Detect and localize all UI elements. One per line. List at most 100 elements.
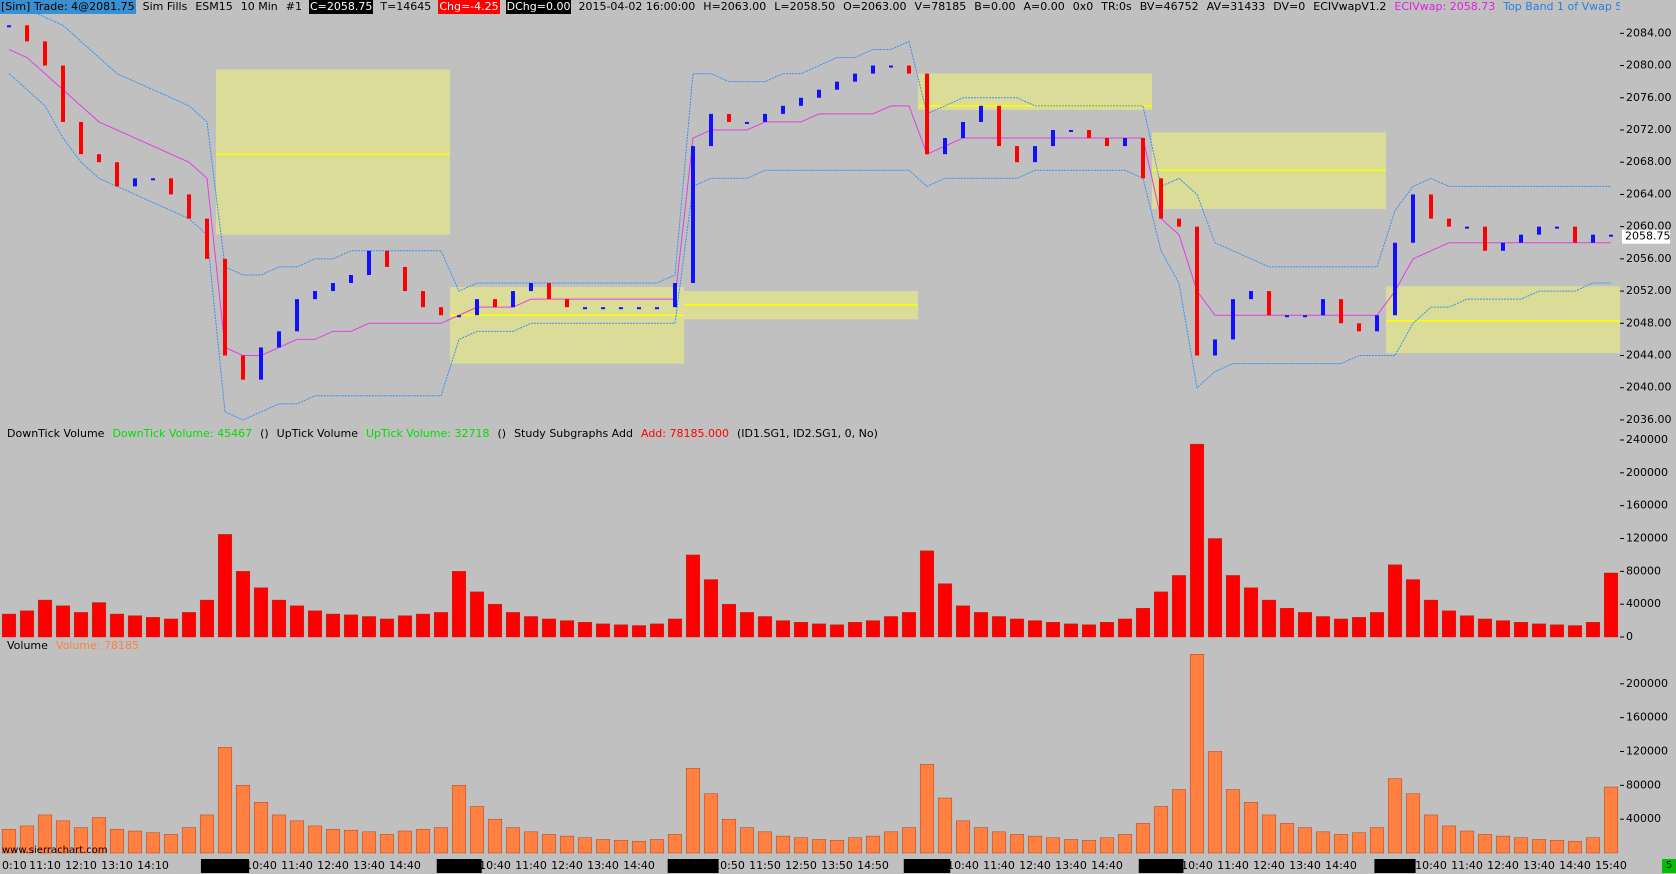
header-item: 10 Min — [240, 0, 278, 13]
price-bar — [763, 113, 767, 122]
volume-bar — [1549, 624, 1565, 638]
volume-bar — [631, 625, 647, 638]
volume-bar — [1369, 827, 1385, 854]
y-tick-label: 2044.00 — [1626, 349, 1672, 362]
price-bar — [1123, 138, 1127, 147]
x-tick-label: 12:10 — [65, 859, 97, 872]
price-bar — [241, 355, 245, 380]
y-tick-label: 120000 — [1626, 532, 1668, 545]
header-item: [Sim] Trade: 4@2081.75 — [0, 0, 136, 14]
header-item: C=2058.75 — [308, 0, 374, 14]
price-bar — [565, 299, 569, 308]
volume-bar — [811, 839, 827, 854]
price-bar — [1105, 138, 1109, 147]
day-label-box — [903, 859, 951, 873]
x-tick-label: 12:40 — [1253, 859, 1285, 872]
price-bar — [799, 97, 803, 106]
price-bar — [385, 250, 389, 267]
price-bar — [1339, 299, 1343, 324]
x-tick-label: 10:40 — [1181, 859, 1213, 872]
price-bar — [403, 266, 407, 292]
volume-bar — [577, 622, 593, 638]
y-tick-label: 40000 — [1626, 597, 1661, 610]
x-tick-label: 10:40 — [1415, 859, 1447, 872]
header-item: DV=0 — [1273, 0, 1306, 13]
volume-bar — [523, 616, 539, 638]
price-bar — [1483, 226, 1487, 251]
price-bar — [295, 299, 299, 332]
volume-bar — [1351, 832, 1367, 854]
volume-bar — [955, 820, 971, 854]
volume-bar — [703, 579, 719, 638]
price-bar — [223, 258, 227, 356]
price-bar — [1213, 339, 1217, 356]
header-item: BV=46752 — [1139, 0, 1199, 13]
y-tick-label: 2084.00 — [1626, 26, 1672, 39]
volume-bar — [793, 622, 809, 638]
price-bar — [637, 307, 641, 310]
price-bar — [1141, 138, 1145, 179]
volume-bar — [1027, 620, 1043, 638]
price-bar — [673, 283, 677, 308]
price-bar — [1357, 323, 1361, 332]
volume-bar — [667, 834, 683, 854]
header-item: ECIVwap: 2058.73 — [1394, 0, 1496, 13]
price-bar — [1087, 129, 1091, 139]
price-bar — [583, 307, 587, 310]
volume-bar — [1027, 835, 1043, 854]
header-item: DChg=0.00 — [505, 0, 572, 14]
volume-bar — [757, 831, 773, 854]
volume-bar — [37, 814, 53, 854]
volume-bar — [1333, 618, 1349, 638]
price-bar — [367, 250, 371, 275]
volume-bar — [541, 618, 557, 638]
header-item: A=0.00 — [1023, 0, 1065, 13]
x-tick-label: 14:50 — [857, 859, 889, 872]
volume-bar — [811, 623, 827, 638]
x-tick-label: 11:50 — [749, 859, 781, 872]
volume-bar — [163, 618, 179, 638]
price-bar — [1303, 315, 1307, 318]
price-bar — [1069, 129, 1073, 132]
volume-bar — [379, 618, 395, 638]
volume-bar — [541, 834, 557, 854]
volume-bar — [1279, 608, 1295, 638]
volume-bar — [1459, 830, 1475, 854]
volume-bar — [703, 793, 719, 854]
y-tick-label: 200000 — [1626, 677, 1668, 690]
header-item: ECIVwapV1.2 — [1313, 0, 1387, 13]
price-bar — [943, 138, 947, 155]
price-bar — [1159, 178, 1163, 219]
price-bar — [961, 121, 965, 139]
volume-bar — [883, 831, 899, 854]
price-bar — [115, 162, 119, 187]
volume-bar — [1297, 612, 1313, 638]
volume-bar — [1423, 814, 1439, 854]
value-area — [1386, 286, 1620, 354]
badge: 5 — [1662, 859, 1676, 873]
price-bar — [349, 274, 353, 284]
x-tick-label: 4-2 Th — [1377, 859, 1412, 872]
price-bar — [1231, 299, 1235, 340]
y-tick-label: 160000 — [1626, 499, 1668, 512]
volume-bar — [649, 839, 665, 854]
price-bar — [1501, 242, 1505, 251]
volume-bar — [1081, 840, 1097, 854]
volume-bar — [55, 605, 71, 638]
x-tick-label: 12:50 — [785, 859, 817, 872]
volume-bar — [1117, 618, 1133, 638]
price-bar — [151, 178, 155, 181]
volume-bar — [1045, 622, 1061, 638]
value-area — [918, 73, 1152, 110]
y-tick-label: 200000 — [1626, 466, 1668, 479]
volume-bar — [91, 817, 107, 854]
x-tick-label: 10:40 — [947, 859, 979, 872]
volume-bar — [1351, 617, 1367, 638]
volume-bar — [325, 613, 341, 638]
volume-bar — [829, 840, 845, 854]
volume-bar — [415, 613, 431, 638]
volume-bar — [487, 818, 503, 854]
bottom-band — [8, 73, 1611, 421]
